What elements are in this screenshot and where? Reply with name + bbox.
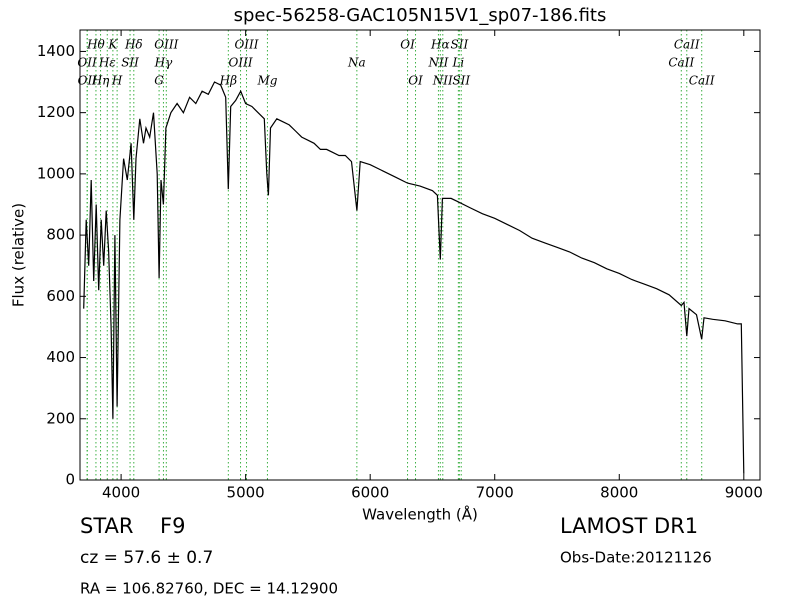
y-tick-label: 600	[46, 287, 75, 305]
spectral-line-label: OIII	[234, 38, 258, 52]
survey: LAMOST DR1	[560, 514, 698, 538]
redshift: cz = 57.6 ± 0.7	[80, 548, 213, 568]
x-tick-label: 4000	[102, 484, 140, 502]
spectral-line-label: OIII	[154, 38, 178, 52]
spectral-line-label: Li	[451, 56, 464, 70]
y-axis-label: Flux (relative)	[10, 203, 28, 307]
spectral-line-label: SII	[121, 56, 139, 70]
y-tick-label: 800	[46, 226, 75, 244]
spectral-line-label: CaII	[668, 56, 694, 70]
spectral-line-label: Hγ	[154, 56, 173, 70]
spectral-line-label: OIII	[229, 56, 253, 70]
spectral-line-label: OII	[78, 74, 98, 88]
y-tick-label: 400	[46, 348, 75, 366]
spectral-line-label: OI	[408, 74, 423, 88]
spectral-line-label: G	[154, 74, 164, 88]
spectral-line-label: Hα	[430, 38, 450, 52]
spectrum-line	[83, 81, 745, 474]
spectral-line-label: Hθ	[86, 38, 105, 52]
plot-frame	[79, 29, 761, 481]
spectral-line-label: OI	[400, 38, 415, 52]
obs-date: Obs-Date:20121126	[560, 549, 712, 567]
y-tick-label: 0	[65, 471, 75, 489]
spectral-line-label: Hβ	[219, 74, 237, 88]
x-tick-label: 9000	[725, 484, 763, 502]
spectral-line-label: Hδ	[124, 38, 143, 52]
spectral-line-label: Mg	[256, 74, 277, 88]
spectral-line-label: CaII	[689, 74, 715, 88]
spectral-line-label: CaII	[674, 38, 700, 52]
x-tick-label: 6000	[351, 484, 389, 502]
object-class: STAR	[80, 514, 133, 538]
x-tick-label: 5000	[227, 484, 265, 502]
y-tick-label: 1400	[37, 42, 75, 60]
spectral-line-label: Hε	[98, 56, 116, 70]
y-tick-label: 200	[46, 409, 75, 427]
spectral-line-label: NII	[432, 74, 453, 88]
spectral-line-label: Hη	[91, 74, 110, 88]
y-tick-label: 1200	[37, 103, 75, 121]
spectral-line-label: Na	[347, 56, 366, 70]
x-tick-label: 7000	[476, 484, 514, 502]
object-subclass: F9	[160, 514, 185, 538]
y-tick-label: 1000	[37, 164, 75, 182]
x-axis-label: Wavelength (Å)	[362, 505, 478, 524]
chart-title: spec-56258-GAC105N15V1_sp07-186.fits	[234, 5, 607, 26]
spectral-line-label: H	[111, 74, 123, 88]
spectral-line-label: SII	[452, 74, 470, 88]
spectral-line-label: SII	[451, 38, 469, 52]
spectral-line-label: NII	[427, 56, 448, 70]
spectral-line-label: K	[107, 38, 118, 52]
coordinates: RA = 106.82760, DEC = 14.12900	[80, 580, 338, 598]
x-tick-label: 8000	[600, 484, 638, 502]
